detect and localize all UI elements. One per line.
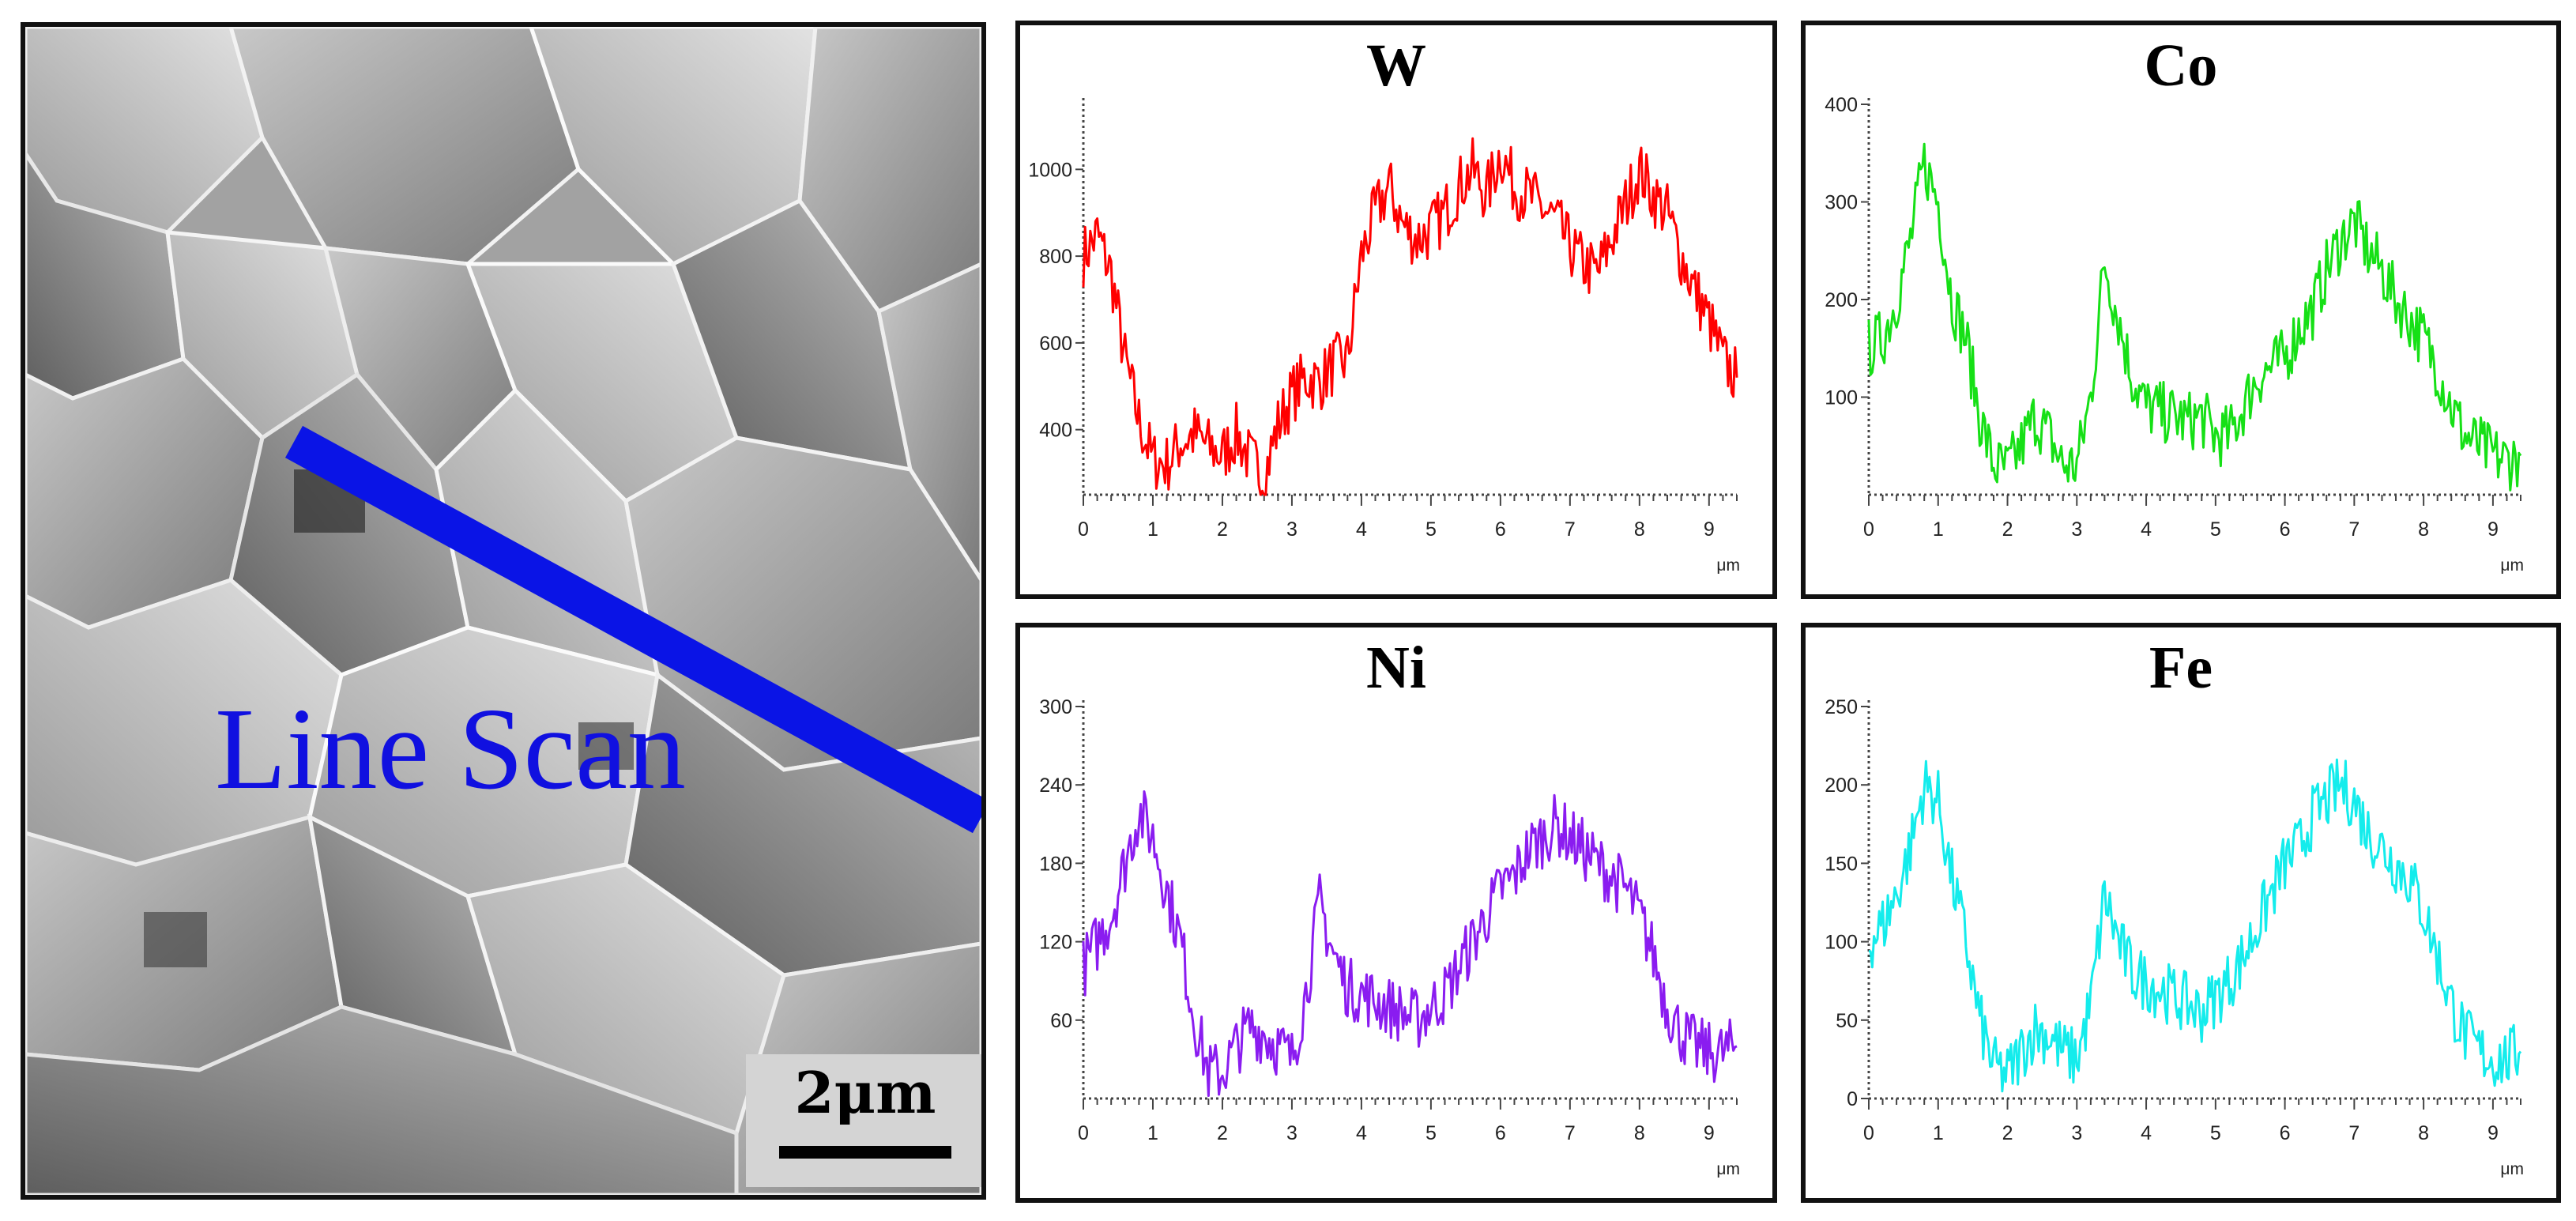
y-tick-label: 50	[1836, 1010, 1858, 1032]
x-tick-label: 4	[1356, 1122, 1367, 1144]
chart-svg-co: Co 0 1 2 3 4 5 6 7 8 9 100 200 300 400 μm	[1825, 32, 2524, 575]
y-tick-label: 300	[1825, 192, 1858, 214]
series-line-ni	[1082, 790, 1738, 1097]
x-tick-label: 8	[2418, 518, 2429, 541]
chart-panel-co: Co 0 1 2 3 4 5 6 7 8 9 100 200 300 400 μm	[1801, 21, 2561, 599]
x-tick-label: 9	[1704, 1122, 1715, 1144]
x-tick-label: 3	[1286, 518, 1297, 541]
x-tick-label: 3	[2071, 1122, 2082, 1144]
x-tick-label: 6	[1495, 518, 1506, 541]
series-line-w	[1082, 137, 1738, 496]
chart-panel-ni: Ni 0 1 2 3 4 5 6 7 8 9 60 120 180 240 300 μm	[1015, 623, 1777, 1203]
x-tick-label: 4	[2141, 518, 2152, 541]
x-tick-label: 4	[2141, 1122, 2152, 1144]
scan-line	[284, 425, 981, 834]
chart-title: Co	[2145, 32, 2218, 99]
x-tick-label: 3	[2071, 518, 2082, 541]
x-unit-label: μm	[1716, 1160, 1740, 1178]
x-tick-label: 5	[2210, 1122, 2221, 1144]
chart-title: Ni	[1366, 635, 1426, 701]
y-tick-label: 100	[1825, 387, 1858, 409]
sem-texture	[25, 27, 981, 1195]
chart-svg-w: W 0 1 2 3 4 5 6 7 8 9 400 600 800 1000 μm	[1028, 32, 1740, 575]
scale-bar	[779, 1146, 951, 1159]
x-unit-label: μm	[2500, 1160, 2524, 1178]
x-tick-label: 2	[2002, 1122, 2013, 1144]
x-tick-label: 6	[1495, 1122, 1506, 1144]
x-tick-label: 1	[1933, 1122, 1944, 1144]
y-tick-label: 300	[1039, 696, 1072, 718]
x-tick-label: 5	[1425, 1122, 1437, 1144]
x-tick-label: 2	[1217, 1122, 1228, 1144]
x-tick-label: 1	[1933, 518, 1944, 541]
y-tick-label: 250	[1825, 696, 1858, 718]
x-tick-label: 6	[2280, 518, 2291, 541]
x-tick-label: 2	[2002, 518, 2013, 541]
x-tick-label: 8	[1634, 1122, 1645, 1144]
x-tick-label: 7	[1565, 518, 1576, 541]
y-tick-label: 600	[1039, 333, 1072, 355]
y-tick-label: 150	[1825, 853, 1858, 875]
x-tick-label: 2	[1217, 518, 1228, 541]
x-tick-label: 3	[1286, 1122, 1297, 1144]
series-line-co	[1867, 142, 2522, 492]
x-tick-label: 7	[1565, 1122, 1576, 1144]
x-tick-label: 5	[1425, 518, 1437, 541]
x-tick-label: 1	[1147, 518, 1158, 541]
chart-panel-w: W 0 1 2 3 4 5 6 7 8 9 400 600 800 1000 μm	[1015, 21, 1777, 599]
scan-label: Line Scan	[215, 684, 686, 814]
chart-title: W	[1366, 32, 1426, 99]
y-tick-label: 400	[1825, 94, 1858, 116]
x-unit-label: μm	[2500, 556, 2524, 575]
chart-svg-ni: Ni 0 1 2 3 4 5 6 7 8 9 60 120 180 240 300 μm	[1039, 635, 1740, 1178]
x-tick-label: 4	[1356, 518, 1367, 541]
y-tick-label: 200	[1825, 774, 1858, 797]
sem-micrograph: Line Scan 2μm	[21, 22, 986, 1200]
y-tick-label: 100	[1825, 932, 1858, 954]
y-tick-label: 240	[1039, 774, 1072, 797]
series-line-fe	[1868, 758, 2522, 1093]
x-tick-label: 8	[1634, 518, 1645, 541]
x-tick-label: 9	[2487, 518, 2499, 541]
chart-title: Fe	[2149, 635, 2213, 701]
x-tick-label: 7	[2348, 518, 2359, 541]
y-tick-label: 60	[1050, 1010, 1072, 1032]
y-tick-label: 800	[1039, 246, 1072, 268]
y-tick-label: 120	[1039, 932, 1072, 954]
chart-panel-fe: Fe 0 1 2 3 4 5 6 7 8 9 0 50 100 150 200 250 μm	[1801, 623, 2561, 1203]
y-tick-label: 180	[1039, 853, 1072, 875]
y-tick-label: 1000	[1028, 159, 1072, 181]
x-tick-label: 5	[2210, 518, 2221, 541]
y-tick-label: 400	[1039, 420, 1072, 442]
scale-bar-label: 2μm	[794, 1059, 936, 1126]
x-tick-label: 7	[2348, 1122, 2359, 1144]
scale-bar-box: 2μm	[746, 1054, 981, 1187]
x-tick-label: 8	[2418, 1122, 2429, 1144]
x-tick-label: 0	[1863, 518, 1874, 541]
x-tick-label: 6	[2280, 1122, 2291, 1144]
x-tick-label: 0	[1863, 1122, 1874, 1144]
x-tick-label: 0	[1078, 518, 1089, 541]
chart-svg-fe: Fe 0 1 2 3 4 5 6 7 8 9 0 50 100 150 200 250 μm	[1825, 635, 2524, 1178]
x-tick-label: 0	[1078, 1122, 1089, 1144]
x-tick-label: 1	[1147, 1122, 1158, 1144]
x-unit-label: μm	[1716, 556, 1740, 575]
y-tick-label: 200	[1825, 289, 1858, 311]
y-tick-label: 0	[1847, 1088, 1858, 1110]
x-tick-label: 9	[2487, 1122, 2499, 1144]
x-tick-label: 9	[1704, 518, 1715, 541]
